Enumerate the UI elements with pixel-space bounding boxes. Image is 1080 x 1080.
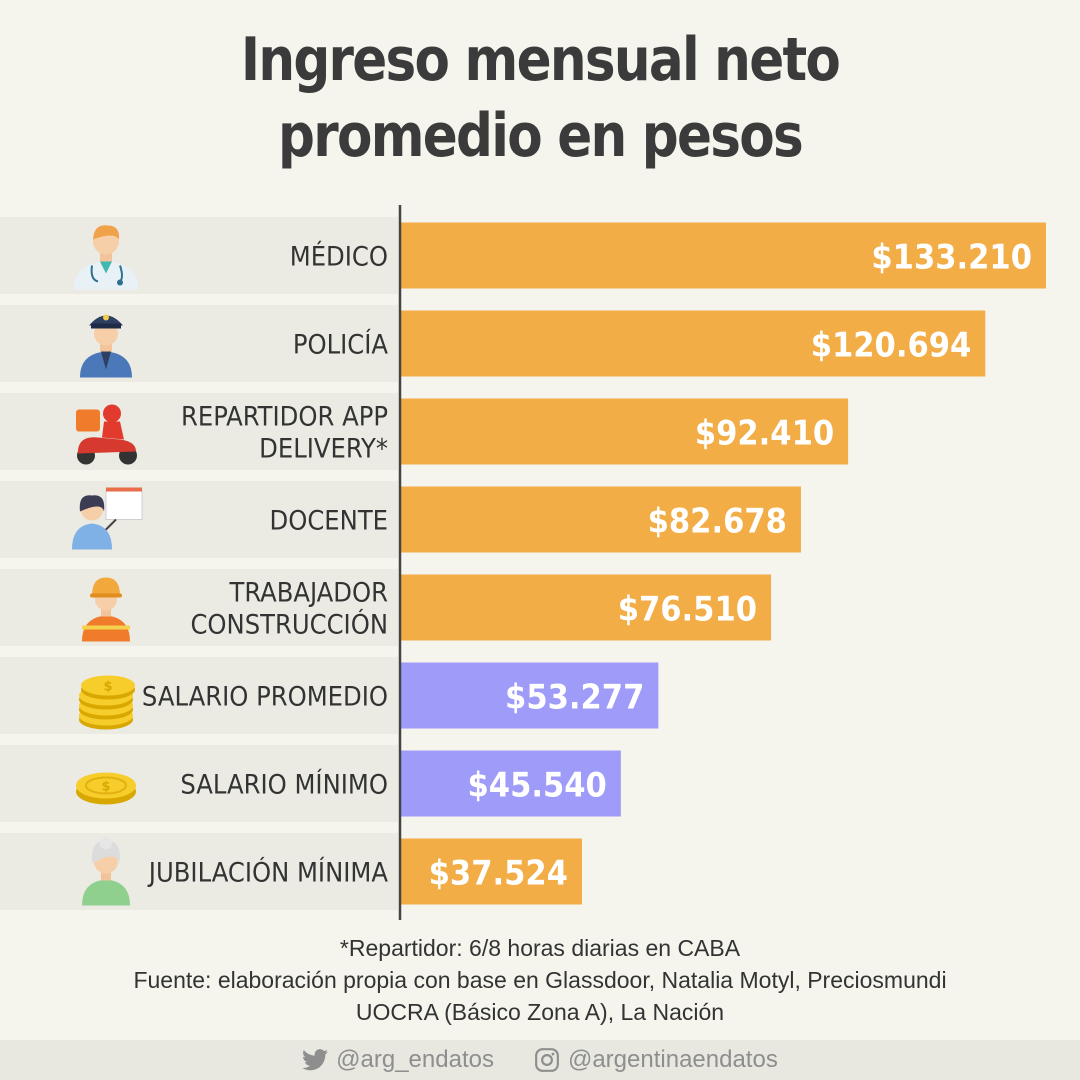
value-label: $76.510: [618, 590, 757, 630]
bar: [400, 574, 772, 641]
value-label: $133.210: [871, 238, 1032, 278]
value-label: $53.277: [505, 678, 644, 718]
row-background: [0, 393, 398, 470]
bar: [400, 838, 582, 905]
category-label: MÉDICO: [290, 241, 388, 273]
category-label: SALARIO PROMEDIO: [142, 682, 388, 713]
social-bar: @arg_endatos @argentinaendatos: [0, 1040, 1080, 1080]
instagram-handle: @argentinaendatos: [567, 1046, 778, 1073]
category-label: SALARIO MÍNIMO: [180, 769, 388, 801]
bar: [400, 222, 1046, 289]
value-label: $37.524: [429, 854, 568, 894]
row-background: [0, 745, 398, 822]
footnote: *Repartidor: 6/8 horas diarias en CABA F…: [0, 932, 1080, 1028]
row-background: [0, 657, 398, 734]
teacher-icon: [72, 487, 143, 550]
row-background: [0, 833, 398, 910]
value-label: $92.410: [695, 414, 834, 454]
twitter-icon: [302, 1049, 329, 1071]
bar: [400, 750, 621, 817]
title-line-1: Ingreso mensual neto: [240, 25, 841, 95]
bar: [400, 398, 849, 465]
value-label: $82.678: [648, 502, 787, 542]
category-label: POLICÍA: [293, 329, 389, 361]
category-label: DOCENTE: [270, 506, 388, 537]
category-label: TRABAJADOR CONSTRUCCIÓN: [190, 578, 388, 641]
police-icon: [80, 314, 132, 378]
value-label: $45.540: [468, 766, 607, 806]
instagram-icon: [535, 1048, 559, 1072]
value-label: $120.694: [811, 326, 972, 366]
row-background: [0, 569, 398, 646]
bar: [400, 486, 801, 553]
coin-stack-icon: $: [79, 675, 135, 730]
svg-text:$: $: [101, 780, 110, 795]
elderly-person-icon: [82, 837, 130, 906]
title-line-2: promedio en pesos: [278, 101, 804, 171]
construction-worker-icon: [82, 577, 130, 642]
twitter-handle: @arg_endatos: [336, 1046, 494, 1073]
row-background: [0, 217, 398, 294]
chart-title: Ingreso mensual neto promedio en pesos: [76, 22, 1005, 174]
bar-chart: MÉDICO $133.210 POLICÍA $120.694 REPARTIDOR …: [0, 205, 1046, 920]
svg-text:$: $: [103, 680, 112, 695]
source-line-1: Fuente: elaboración propia con base en G…: [133, 967, 947, 993]
bar: [400, 662, 659, 729]
coins-icon: $: [76, 772, 136, 805]
footnote-line-1: *Repartidor: 6/8 horas diarias en CABA: [339, 935, 741, 961]
category-label: REPARTIDOR APP DELIVERY*: [181, 402, 388, 465]
instagram-credit[interactable]: @argentinaendatos: [534, 1046, 778, 1074]
delivery-rider-icon: [76, 404, 137, 465]
source-line-2: UOCRA (Básico Zona A), La Nación: [355, 999, 725, 1025]
bar: [400, 310, 986, 377]
category-label: JUBILACIÓN MÍNIMA: [147, 857, 389, 889]
doctor-icon: [74, 225, 138, 290]
row-background: [0, 481, 398, 558]
row-background: [0, 305, 398, 382]
twitter-credit[interactable]: @arg_endatos: [302, 1046, 494, 1074]
